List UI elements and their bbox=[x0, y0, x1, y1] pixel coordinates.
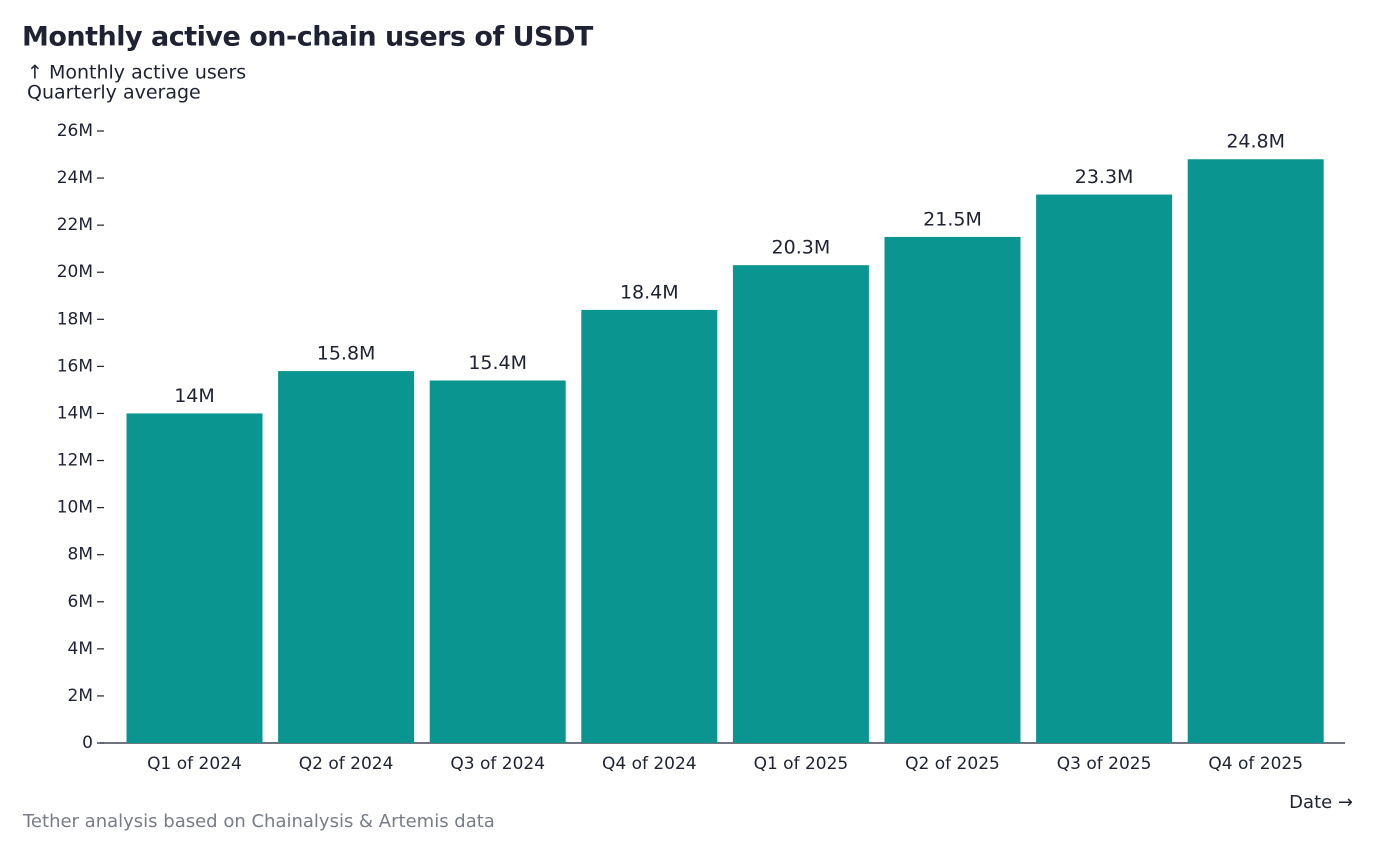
x-tick-label: Q2 of 2024 bbox=[299, 754, 394, 774]
value-label: 14M bbox=[174, 385, 215, 407]
value-label: 20.3M bbox=[772, 237, 831, 259]
y-tick-label: 18M bbox=[57, 309, 93, 329]
value-label: 24.8M bbox=[1226, 131, 1285, 153]
y-axis-label: ↑ Monthly active users bbox=[27, 62, 246, 84]
x-tick-label: Q1 of 2025 bbox=[754, 754, 849, 774]
value-label: 15.4M bbox=[468, 352, 527, 374]
bar bbox=[1036, 194, 1173, 744]
source-note: Tether analysis based on Chainalysis & A… bbox=[22, 811, 495, 832]
y-tick-label: 8M bbox=[68, 545, 93, 565]
y-tick-label: 20M bbox=[57, 262, 93, 282]
y-tick-label: 26M bbox=[57, 121, 93, 141]
y-tick-label: 22M bbox=[57, 215, 93, 235]
bar bbox=[429, 380, 566, 743]
y-tick-label: 16M bbox=[57, 356, 93, 376]
x-tick-label: Q1 of 2024 bbox=[147, 754, 242, 774]
value-label: 21.5M bbox=[923, 208, 982, 230]
y-axis-note: Quarterly average bbox=[27, 82, 201, 104]
x-axis-label: Date → bbox=[1289, 792, 1353, 813]
chart-title: Monthly active on-chain users of USDT bbox=[22, 22, 594, 53]
bar bbox=[1187, 159, 1324, 743]
bar bbox=[732, 265, 869, 743]
x-tick-label: Q4 of 2024 bbox=[602, 754, 697, 774]
value-label: 18.4M bbox=[620, 281, 679, 303]
bar bbox=[126, 413, 263, 743]
y-tick-label: 24M bbox=[57, 168, 93, 188]
bar bbox=[581, 309, 718, 743]
x-tick-label: Q2 of 2025 bbox=[905, 754, 1000, 774]
x-tick-label: Q4 of 2025 bbox=[1208, 754, 1303, 774]
x-tick-label: Q3 of 2024 bbox=[450, 754, 545, 774]
y-tick-label: 6M bbox=[68, 592, 93, 612]
bar bbox=[278, 371, 415, 743]
y-tick-label: 12M bbox=[57, 451, 93, 471]
bar bbox=[884, 236, 1021, 743]
value-label: 23.3M bbox=[1075, 166, 1134, 188]
y-tick-label: 2M bbox=[68, 686, 93, 706]
y-tick-label: 4M bbox=[68, 639, 93, 659]
x-tick-label: Q3 of 2025 bbox=[1057, 754, 1152, 774]
y-tick-label: 14M bbox=[57, 403, 93, 423]
y-tick-label: 10M bbox=[57, 498, 93, 518]
y-tick-label: 0 bbox=[82, 733, 93, 753]
value-label: 15.8M bbox=[317, 343, 376, 365]
